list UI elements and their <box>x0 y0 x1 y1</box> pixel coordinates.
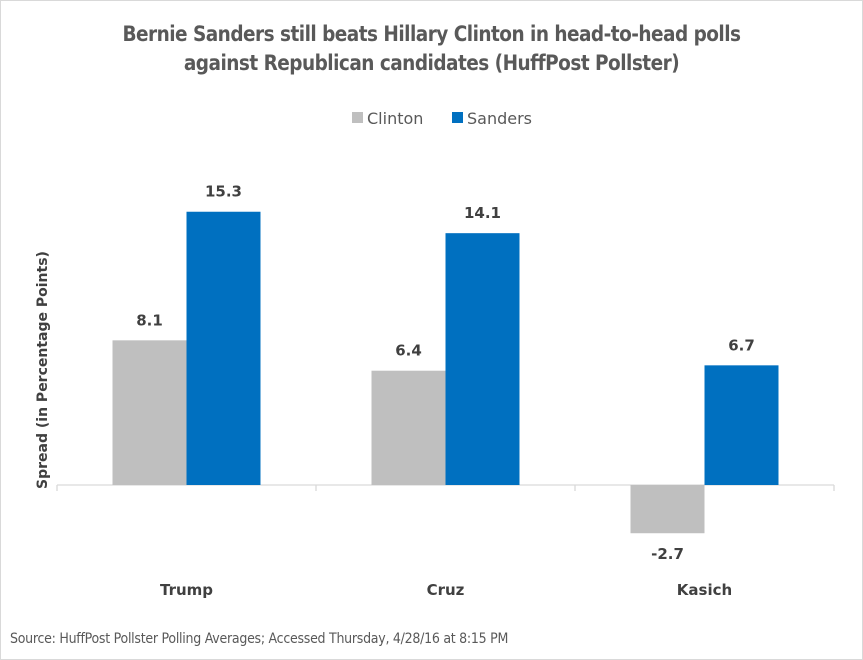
data-label: 8.1 <box>136 311 163 329</box>
data-label: 15.3 <box>205 183 242 201</box>
source-note: Source: HuffPost Pollster Polling Averag… <box>10 631 509 647</box>
data-label: 6.4 <box>395 342 422 360</box>
title-line-1: Bernie Sanders still beats Hillary Clint… <box>122 22 741 46</box>
legend-swatch-clinton <box>352 112 363 123</box>
bar-clinton-cruz <box>371 370 446 485</box>
data-label: 14.1 <box>464 204 501 222</box>
bar-sanders-cruz <box>445 233 520 485</box>
chart-title: Bernie Sanders still beats Hillary Clint… <box>52 20 811 78</box>
category-label-trump: Trump <box>160 581 213 599</box>
legend-label-clinton: Clinton <box>367 109 423 128</box>
legend-swatch-sanders <box>452 112 463 123</box>
legend-label-sanders: Sanders <box>467 109 532 128</box>
data-label: 6.7 <box>728 336 755 354</box>
data-label: -2.7 <box>651 545 684 563</box>
bar-sanders-trump <box>186 211 261 485</box>
category-label-cruz: Cruz <box>427 581 465 599</box>
bar-clinton-kasich <box>630 485 705 534</box>
title-line-2: against Republican candidates (HuffPost … <box>183 51 680 75</box>
category-label-kasich: Kasich <box>677 581 732 599</box>
y-axis-label: Spread (in Percentage Points) <box>35 251 51 489</box>
bar-sanders-kasich <box>704 365 779 485</box>
bar-clinton-trump <box>112 340 187 485</box>
